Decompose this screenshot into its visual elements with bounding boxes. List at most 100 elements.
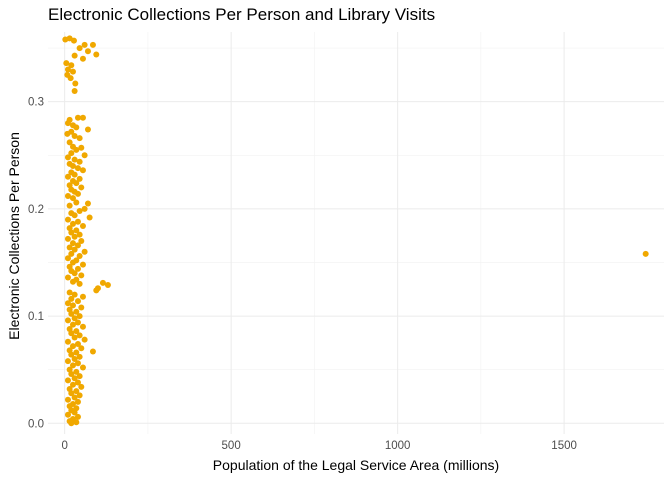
data-point (79, 323, 86, 330)
data-point (71, 355, 78, 362)
data-point (69, 240, 76, 247)
data-point (68, 351, 75, 358)
data-point (73, 180, 80, 187)
data-point (71, 171, 78, 178)
data-point (76, 158, 83, 165)
data-point (76, 332, 83, 339)
data-point (79, 114, 86, 121)
data-point (81, 336, 88, 343)
data-point (74, 242, 81, 249)
data-point (66, 139, 73, 146)
data-point (71, 52, 78, 59)
data-point (68, 420, 75, 427)
data-point (71, 87, 78, 94)
data-point (74, 398, 81, 405)
data-point (76, 253, 83, 260)
data-point (81, 205, 88, 212)
data-point (71, 212, 78, 219)
data-point (73, 227, 80, 234)
data-point (66, 202, 73, 209)
data-point (79, 55, 86, 62)
data-point (76, 175, 83, 182)
chart-title: Electronic Collections Per Person and Li… (48, 5, 436, 24)
data-point (71, 291, 78, 298)
data-point (71, 246, 78, 253)
data-point (74, 319, 81, 326)
data-point (76, 353, 83, 360)
data-point (69, 220, 76, 227)
data-point (71, 270, 78, 277)
data-point (73, 308, 80, 315)
data-point (71, 233, 78, 240)
data-point (76, 392, 83, 399)
data-point (69, 259, 76, 266)
data-point (89, 41, 96, 48)
x-axis-ticks: 0 500 1000 1500 (61, 440, 576, 452)
data-point (73, 199, 80, 206)
data-point (69, 278, 76, 285)
data-point (76, 135, 83, 142)
data-point (73, 146, 80, 153)
data-point (71, 132, 78, 139)
data-point (68, 370, 75, 377)
data-point (69, 381, 76, 388)
data-point (74, 379, 81, 386)
data-point (69, 163, 76, 169)
data-point (84, 126, 91, 133)
data-point (71, 334, 78, 341)
data-point (71, 375, 78, 382)
data-point (84, 200, 91, 207)
data-point (99, 279, 106, 286)
data-point (69, 195, 76, 202)
data-point (76, 373, 83, 380)
data-point (67, 75, 74, 82)
data-point (69, 362, 76, 369)
data-point (64, 317, 71, 324)
data-point (73, 328, 80, 335)
data-point (71, 315, 78, 322)
data-point (78, 238, 85, 245)
data-point (69, 302, 76, 309)
data-point (64, 377, 71, 384)
data-point (64, 66, 71, 73)
data-point (64, 411, 71, 418)
data-point (64, 235, 71, 242)
x-tick-label: 500 (222, 440, 241, 452)
data-point (81, 41, 88, 48)
data-point (68, 310, 75, 317)
data-point (69, 343, 76, 350)
data-point (68, 62, 75, 69)
data-point (69, 321, 76, 328)
data-point (74, 218, 81, 225)
data-point (79, 167, 86, 174)
data-point (64, 338, 71, 345)
data-point (71, 156, 78, 163)
data-point (64, 216, 71, 223)
y-tick-label: 0.1 (28, 311, 44, 323)
data-point (76, 280, 83, 287)
data-point (74, 114, 81, 121)
data-point (78, 345, 85, 352)
data-point (76, 45, 83, 52)
data-point (74, 340, 81, 347)
x-tick-label: 1000 (385, 440, 411, 452)
data-point (76, 208, 83, 215)
data-point (79, 261, 86, 268)
data-point (64, 274, 71, 281)
data-point (71, 409, 78, 416)
data-point (78, 383, 85, 390)
data-point (73, 124, 80, 131)
data-point (73, 349, 80, 356)
data-point (78, 184, 85, 191)
data-point (93, 287, 100, 294)
data-point (81, 248, 88, 255)
data-point (66, 289, 73, 296)
data-point (74, 298, 81, 305)
data-point (84, 48, 91, 55)
data-point (64, 255, 71, 262)
data-point (68, 390, 75, 397)
data-point (68, 250, 75, 257)
data-point (64, 154, 71, 161)
data-point (73, 388, 80, 395)
